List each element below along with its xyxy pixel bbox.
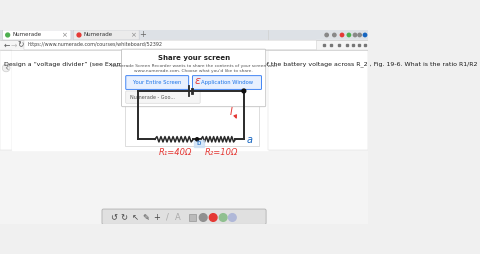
Text: a: a <box>247 135 253 145</box>
Text: Numerade - Goo...: Numerade - Goo... <box>131 94 175 100</box>
Text: R₁=40Ω: R₁=40Ω <box>159 148 192 157</box>
Text: ↖: ↖ <box>132 213 138 222</box>
Circle shape <box>77 33 81 37</box>
Text: I: I <box>230 107 233 117</box>
Circle shape <box>2 64 10 72</box>
Circle shape <box>325 33 328 37</box>
FancyBboxPatch shape <box>126 76 189 89</box>
FancyBboxPatch shape <box>3 30 71 40</box>
Circle shape <box>340 33 344 37</box>
Circle shape <box>242 89 246 93</box>
Text: ‹: ‹ <box>4 63 8 73</box>
FancyBboxPatch shape <box>102 209 266 224</box>
Circle shape <box>358 33 361 37</box>
Circle shape <box>209 214 217 221</box>
Bar <box>0 30 368 40</box>
Text: Share your screen: Share your screen <box>157 55 230 61</box>
FancyBboxPatch shape <box>126 91 200 103</box>
Circle shape <box>195 138 199 141</box>
Bar <box>0 40 368 50</box>
Text: ←: ← <box>4 40 10 50</box>
FancyBboxPatch shape <box>73 30 139 40</box>
Text: www.numerade.com. Choose what you’d like to share.: www.numerade.com. Choose what you’d like… <box>134 69 253 73</box>
Text: Numerade Screen Recorder wants to share the contents of your screen with: Numerade Screen Recorder wants to share … <box>110 64 276 68</box>
Text: ↻: ↻ <box>18 40 24 50</box>
Text: ✎: ✎ <box>142 213 149 222</box>
Text: Design a “voltage divider” (see Example 19-3) that would provide one-fifth (0.20: Design a “voltage divider” (see Example … <box>4 61 480 67</box>
Text: b: b <box>196 140 201 147</box>
Text: ↺: ↺ <box>110 213 117 222</box>
Text: Numerade: Numerade <box>12 33 41 38</box>
FancyBboxPatch shape <box>192 76 262 89</box>
Text: R₂=10Ω: R₂=10Ω <box>205 148 238 157</box>
Circle shape <box>333 33 336 37</box>
Circle shape <box>6 33 10 37</box>
Text: Application Window: Application Window <box>201 80 253 85</box>
Circle shape <box>199 214 207 221</box>
Text: →: → <box>11 40 17 50</box>
Text: https://www.numerade.com/courses/whiteboard/52392: https://www.numerade.com/courses/whitebo… <box>28 42 163 47</box>
Bar <box>268 50 368 150</box>
Text: +: + <box>139 30 146 39</box>
Text: Numerade: Numerade <box>84 33 113 38</box>
Bar <box>125 81 259 146</box>
Bar <box>0 50 12 150</box>
Text: Your Entire Screen: Your Entire Screen <box>133 80 181 85</box>
Text: ↻: ↻ <box>121 213 128 222</box>
Text: +: + <box>153 213 160 222</box>
Text: /: / <box>166 213 168 222</box>
Text: ×: × <box>130 32 135 38</box>
Text: A: A <box>175 213 181 222</box>
FancyBboxPatch shape <box>121 49 266 107</box>
Text: ×: × <box>61 32 67 38</box>
Bar <box>194 140 204 147</box>
Circle shape <box>228 214 236 221</box>
Bar <box>12 50 268 150</box>
Text: ε: ε <box>195 76 201 86</box>
Circle shape <box>219 214 227 221</box>
Bar <box>190 214 196 220</box>
Circle shape <box>353 33 357 37</box>
Circle shape <box>347 33 350 37</box>
Bar <box>0 50 368 224</box>
FancyBboxPatch shape <box>24 40 316 50</box>
Circle shape <box>363 33 367 37</box>
